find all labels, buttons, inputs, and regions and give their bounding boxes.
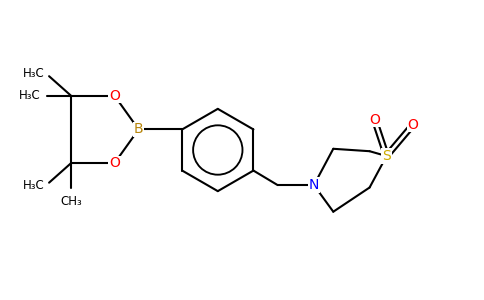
Text: O: O [109, 156, 120, 170]
Text: H₃C: H₃C [19, 89, 41, 102]
Text: O: O [109, 88, 120, 103]
Text: S: S [382, 149, 391, 163]
Text: N: N [309, 178, 319, 192]
Text: CH₃: CH₃ [60, 195, 82, 208]
Text: O: O [369, 113, 380, 127]
Text: B: B [134, 122, 143, 136]
Text: H₃C: H₃C [22, 67, 44, 80]
Text: H₃C: H₃C [22, 178, 44, 192]
Text: O: O [408, 118, 419, 132]
